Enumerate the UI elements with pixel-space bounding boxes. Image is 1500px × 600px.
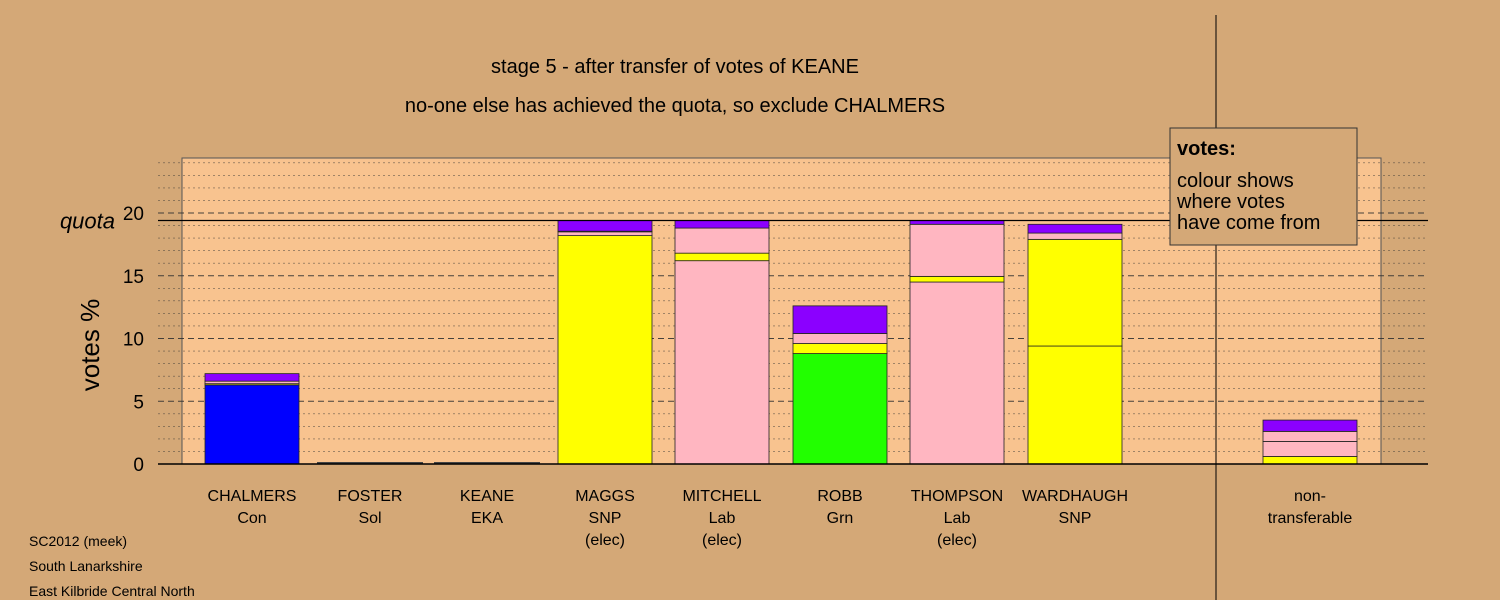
bar-segment xyxy=(1262,441,1358,457)
candidate-label: KEANE xyxy=(460,488,514,505)
candidate-label: (elec) xyxy=(702,532,742,549)
candidate-labels: CHALMERS Con FOSTER Sol KEANE EKA MAGGS SNP (ele… xyxy=(208,488,1353,549)
footer-line-3: East Kilbride Central North xyxy=(29,583,195,599)
legend-box: votes: colour shows where votes have com… xyxy=(1169,127,1358,246)
legend-heading: votes: xyxy=(1177,138,1236,160)
bar-segment xyxy=(792,333,888,344)
y-axis-label: votes % xyxy=(75,299,105,392)
candidate-label: MITCHELL xyxy=(682,488,761,505)
candidate-label: SNP xyxy=(1059,510,1092,527)
quota-label: quota xyxy=(60,209,115,234)
candidate-label: (elec) xyxy=(585,532,625,549)
bar-segment xyxy=(909,275,1005,283)
bars xyxy=(204,220,1358,465)
bar-segment xyxy=(1027,345,1123,465)
bar-segment xyxy=(909,281,1005,465)
y-tick-label: 10 xyxy=(123,330,144,351)
candidate-label: Sol xyxy=(358,510,381,527)
candidate-label: Con xyxy=(237,510,266,527)
candidate-label: transferable xyxy=(1268,510,1353,527)
y-tick-label: 20 xyxy=(123,204,144,225)
bar-segment xyxy=(792,343,888,354)
bar-segment xyxy=(1027,223,1123,234)
bar-segment xyxy=(1262,430,1358,442)
bar-segment xyxy=(674,260,770,465)
bar-segment xyxy=(557,220,653,232)
legend-line-3: have come from xyxy=(1177,212,1320,234)
candidate-label: SNP xyxy=(589,510,622,527)
chart-subtitle: no-one else has achieved the quota, so e… xyxy=(405,95,945,117)
legend-line-1: colour shows xyxy=(1177,170,1294,192)
footer-line-2: South Lanarkshire xyxy=(29,558,143,574)
y-tick-label: 5 xyxy=(133,392,144,413)
bar-segment xyxy=(1027,232,1123,240)
bar-segment xyxy=(792,305,888,334)
candidate-label: EKA xyxy=(471,510,503,527)
bar-segment xyxy=(1262,419,1358,432)
bar-segment xyxy=(204,373,300,382)
candidate-label: CHALMERS xyxy=(208,488,297,505)
y-tick-label: 15 xyxy=(123,267,144,288)
bar-segment xyxy=(1027,238,1123,347)
bar-segment xyxy=(792,353,888,465)
candidate-label: non- xyxy=(1294,488,1326,505)
bar-segment xyxy=(909,223,1005,277)
bar-segment xyxy=(1262,456,1358,465)
candidate-label: WARDHAUGH xyxy=(1022,488,1128,505)
bar-segment xyxy=(674,227,770,254)
candidate-label: Lab xyxy=(709,510,736,527)
candidate-label: (elec) xyxy=(937,532,977,549)
legend-line-2: where votes xyxy=(1176,191,1285,213)
footer-line-1: SC2012 (meek) xyxy=(29,533,127,549)
candidate-label: ROBB xyxy=(817,488,862,505)
bar-segment xyxy=(674,252,770,262)
legend-frame xyxy=(1169,127,1358,246)
footer: SC2012 (meek) South Lanarkshire East Kil… xyxy=(29,533,195,599)
bar-segment xyxy=(557,235,653,465)
bar-segment xyxy=(674,220,770,229)
candidate-label: MAGGS xyxy=(575,488,635,505)
chart-title: stage 5 - after transfer of votes of KEA… xyxy=(491,56,859,78)
bar-segment xyxy=(557,231,653,236)
bar-segment xyxy=(204,384,300,465)
candidate-label: Grn xyxy=(827,510,854,527)
candidate-label: THOMPSON xyxy=(911,488,1003,505)
candidate-label: Lab xyxy=(944,510,971,527)
candidate-label: FOSTER xyxy=(338,488,403,505)
y-tick-label: 0 xyxy=(133,455,144,476)
